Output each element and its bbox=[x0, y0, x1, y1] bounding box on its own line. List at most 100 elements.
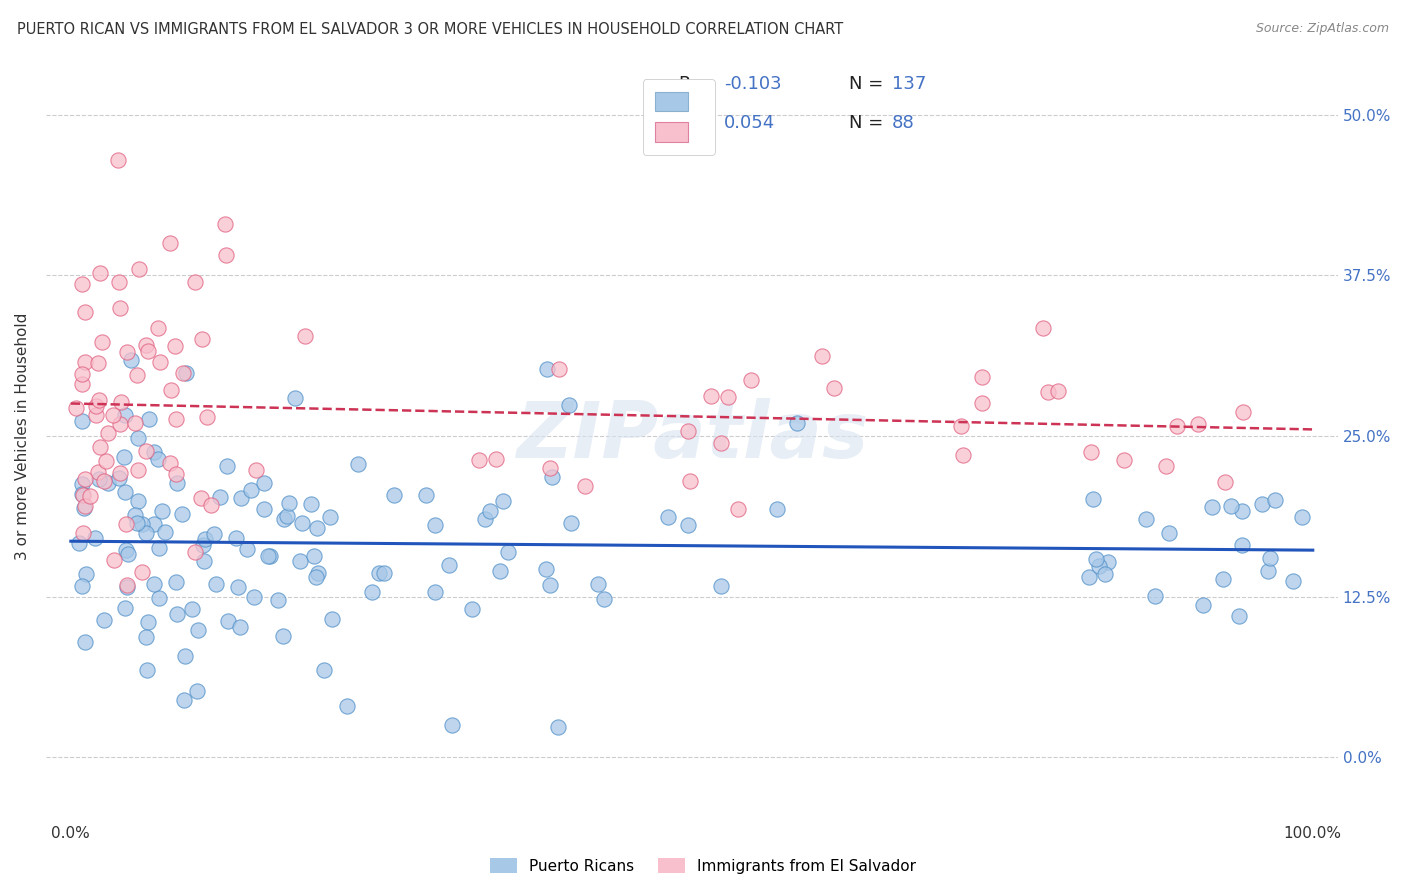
Point bbox=[163, 339, 186, 353]
Point bbox=[101, 409, 124, 423]
Point bbox=[87, 472, 110, 486]
Point bbox=[136, 615, 159, 629]
Point bbox=[1047, 384, 1070, 399]
Point bbox=[257, 549, 280, 563]
Point bbox=[1232, 405, 1254, 419]
Point bbox=[1166, 418, 1188, 433]
Point bbox=[89, 441, 111, 455]
Point bbox=[110, 301, 132, 315]
Point bbox=[488, 564, 510, 578]
Point bbox=[135, 630, 157, 644]
Point bbox=[1281, 574, 1303, 588]
Point bbox=[245, 463, 267, 477]
Point bbox=[186, 684, 208, 698]
Point bbox=[415, 488, 437, 502]
Point bbox=[538, 578, 561, 592]
Point bbox=[288, 554, 311, 568]
Point bbox=[114, 408, 136, 422]
Point bbox=[271, 629, 294, 643]
Point bbox=[114, 516, 136, 531]
Point bbox=[557, 398, 579, 412]
Point bbox=[108, 417, 131, 431]
Point bbox=[1264, 493, 1286, 508]
Point bbox=[239, 483, 262, 498]
Point bbox=[84, 408, 107, 422]
Point bbox=[135, 444, 157, 458]
Point bbox=[478, 504, 501, 518]
Point bbox=[148, 591, 170, 605]
Point bbox=[382, 488, 405, 502]
Point bbox=[115, 345, 138, 359]
Legend: Puerto Ricans, Immigrants from El Salvador: Puerto Ricans, Immigrants from El Salvad… bbox=[484, 852, 922, 880]
Point bbox=[347, 457, 370, 471]
Point bbox=[593, 591, 616, 606]
Point bbox=[75, 566, 97, 581]
Point bbox=[277, 496, 299, 510]
Point bbox=[740, 373, 762, 387]
Point bbox=[485, 452, 508, 467]
Point bbox=[657, 510, 679, 524]
Point bbox=[236, 542, 259, 557]
Point bbox=[425, 584, 447, 599]
Point bbox=[153, 524, 176, 539]
Point bbox=[1230, 504, 1253, 518]
Point bbox=[1080, 445, 1102, 459]
Point bbox=[70, 476, 93, 491]
Point bbox=[1094, 566, 1116, 581]
Point bbox=[574, 479, 596, 493]
Point bbox=[93, 475, 115, 489]
Point bbox=[87, 465, 110, 479]
Point bbox=[307, 521, 329, 535]
Point bbox=[107, 153, 129, 167]
Point bbox=[498, 545, 520, 559]
Text: 137: 137 bbox=[891, 75, 927, 94]
Point bbox=[717, 390, 740, 404]
Point bbox=[950, 418, 973, 433]
Point bbox=[127, 463, 149, 477]
Point bbox=[70, 414, 93, 428]
Point bbox=[474, 511, 496, 525]
Point bbox=[120, 352, 142, 367]
Point bbox=[127, 432, 149, 446]
Point bbox=[952, 448, 974, 462]
Text: 88: 88 bbox=[891, 114, 915, 132]
Point bbox=[135, 663, 157, 677]
Point bbox=[89, 266, 111, 280]
Point bbox=[367, 566, 389, 580]
Point bbox=[1213, 475, 1236, 489]
Point bbox=[124, 508, 146, 523]
Point bbox=[73, 355, 96, 369]
Point bbox=[710, 579, 733, 593]
Point bbox=[440, 718, 463, 732]
Point bbox=[160, 384, 183, 398]
Text: R =: R = bbox=[679, 75, 718, 94]
Point bbox=[72, 488, 94, 502]
Point bbox=[536, 562, 558, 576]
Point bbox=[114, 485, 136, 500]
Point bbox=[187, 623, 209, 637]
Point bbox=[291, 516, 314, 531]
Point bbox=[225, 532, 247, 546]
Point bbox=[229, 620, 252, 634]
Point bbox=[1291, 510, 1313, 524]
Point bbox=[190, 491, 212, 505]
Point bbox=[307, 566, 329, 580]
Point bbox=[173, 693, 195, 707]
Text: R =: R = bbox=[679, 114, 718, 132]
Point bbox=[143, 577, 166, 591]
Point bbox=[96, 454, 118, 468]
Point bbox=[259, 549, 281, 563]
Point bbox=[1219, 499, 1241, 513]
Text: -0.103: -0.103 bbox=[724, 75, 782, 94]
Point bbox=[170, 507, 193, 521]
Point bbox=[135, 526, 157, 541]
Point bbox=[65, 401, 87, 416]
Point bbox=[253, 501, 276, 516]
Point bbox=[538, 461, 561, 475]
Point bbox=[150, 504, 173, 518]
Point bbox=[172, 366, 194, 380]
Point bbox=[335, 698, 357, 713]
Point bbox=[184, 275, 207, 289]
Point bbox=[110, 394, 132, 409]
Point bbox=[127, 494, 149, 508]
